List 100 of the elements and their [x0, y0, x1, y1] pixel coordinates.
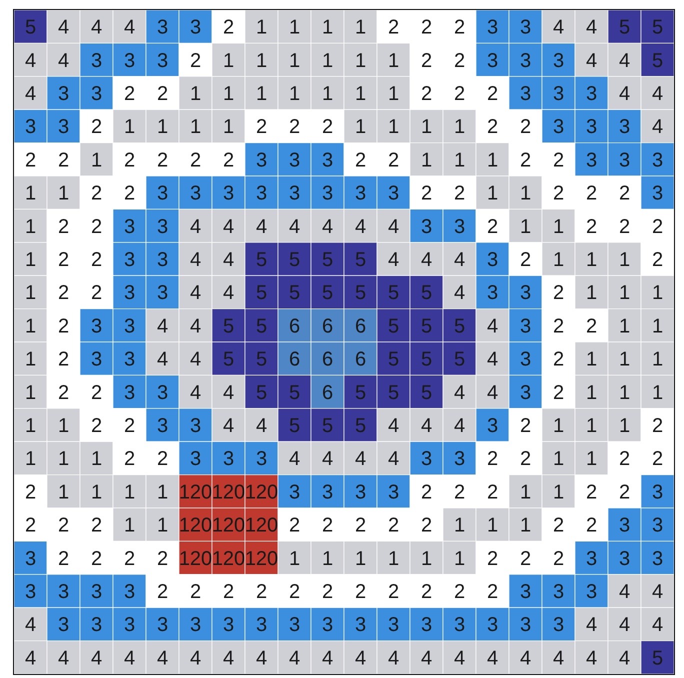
data-label: 2 [552, 149, 564, 172]
data-label: 3 [322, 149, 334, 172]
data-label: 3 [156, 249, 168, 271]
data-label: 4 [586, 16, 598, 39]
data-label: 5 [222, 348, 234, 371]
data-label: 3 [58, 83, 70, 105]
data-label: 1 [24, 415, 36, 437]
data-label: 1 [24, 348, 36, 371]
data-label: 3 [520, 581, 532, 603]
data-label: 4 [454, 282, 466, 304]
data-label: 1 [652, 348, 664, 371]
data-label: 1 [24, 216, 36, 238]
data-label: 2 [618, 448, 630, 470]
data-label: 2 [156, 581, 168, 603]
data-label: 4 [222, 249, 234, 271]
data-label: 120 [178, 481, 212, 504]
data-label: 4 [24, 83, 36, 105]
data-label: 1 [618, 282, 630, 304]
data-label: 1 [520, 514, 532, 537]
data-label: 3 [24, 548, 36, 570]
data-label: 4 [222, 647, 234, 670]
data-label: 4 [222, 415, 234, 437]
data-label: 2 [58, 282, 70, 304]
data-label: 1 [190, 116, 202, 138]
data-label: 3 [156, 182, 168, 205]
data-label: 4 [156, 315, 168, 338]
data-label: 6 [322, 315, 334, 338]
data-label: 5 [652, 16, 664, 39]
data-label: 5 [388, 348, 400, 371]
data-label: 2 [124, 548, 136, 570]
data-label: 4 [552, 647, 564, 670]
data-label: 2 [520, 548, 532, 570]
data-label: 3 [222, 448, 234, 470]
data-label: 1 [618, 415, 630, 437]
data-label: 1 [288, 83, 300, 105]
data-label: 2 [420, 16, 432, 39]
data-label: 2 [58, 315, 70, 338]
data-label: 1 [454, 149, 466, 172]
data-label: 1 [24, 282, 36, 304]
data-label: 3 [618, 116, 630, 138]
data-label: 2 [222, 16, 234, 39]
data-label: 6 [322, 348, 334, 371]
data-label: 3 [618, 548, 630, 570]
data-label: 3 [124, 282, 136, 304]
data-label: 3 [222, 614, 234, 636]
data-label: 1 [256, 50, 268, 72]
data-label: 3 [124, 348, 136, 371]
data-label: 4 [24, 50, 36, 72]
data-label: 2 [486, 216, 498, 238]
data-label: 3 [288, 614, 300, 636]
data-label: 1 [586, 348, 598, 371]
data-label: 5 [354, 382, 366, 404]
data-label: 3 [486, 282, 498, 304]
data-label: 2 [520, 116, 532, 138]
data-label: 2 [388, 514, 400, 537]
data-label: 4 [552, 16, 564, 39]
data-label: 4 [190, 315, 202, 338]
data-label: 3 [652, 149, 664, 172]
data-label: 3 [420, 614, 432, 636]
data-label: 1 [58, 448, 70, 470]
data-label: 1 [354, 50, 366, 72]
data-label: 3 [124, 614, 136, 636]
data-label: 1 [288, 16, 300, 39]
data-label: 3 [520, 83, 532, 105]
data-label: 1 [388, 116, 400, 138]
data-label: 3 [190, 182, 202, 205]
data-label: 3 [652, 182, 664, 205]
data-label: 6 [354, 315, 366, 338]
data-label: 3 [420, 216, 432, 238]
data-label: 4 [652, 116, 664, 138]
data-label: 4 [190, 647, 202, 670]
data-label: 4 [156, 348, 168, 371]
data-label: 6 [288, 315, 300, 338]
data-label: 4 [322, 216, 334, 238]
data-label: 3 [256, 182, 268, 205]
data-label: 3 [552, 116, 564, 138]
data-label: 3 [520, 348, 532, 371]
data-label: 3 [190, 614, 202, 636]
data-label: 1 [454, 116, 466, 138]
data-label: 6 [322, 382, 334, 404]
data-label: 1 [190, 83, 202, 105]
data-label: 2 [552, 282, 564, 304]
data-label: 1 [388, 50, 400, 72]
data-label: 3 [90, 50, 102, 72]
data-label: 4 [256, 647, 268, 670]
data-label: 1 [24, 182, 36, 205]
data-label: 1 [156, 116, 168, 138]
data-label: 3 [354, 481, 366, 504]
data-label: 3 [322, 481, 334, 504]
data-label: 1 [156, 514, 168, 537]
data-label: 1 [454, 514, 466, 537]
data-label: 2 [652, 415, 664, 437]
data-label: 3 [90, 348, 102, 371]
data-label: 1 [24, 249, 36, 271]
data-label: 2 [486, 581, 498, 603]
data-label: 3 [256, 149, 268, 172]
data-label: 3 [190, 415, 202, 437]
data-label: 3 [322, 614, 334, 636]
data-label: 1 [652, 382, 664, 404]
data-label: 4 [58, 16, 70, 39]
